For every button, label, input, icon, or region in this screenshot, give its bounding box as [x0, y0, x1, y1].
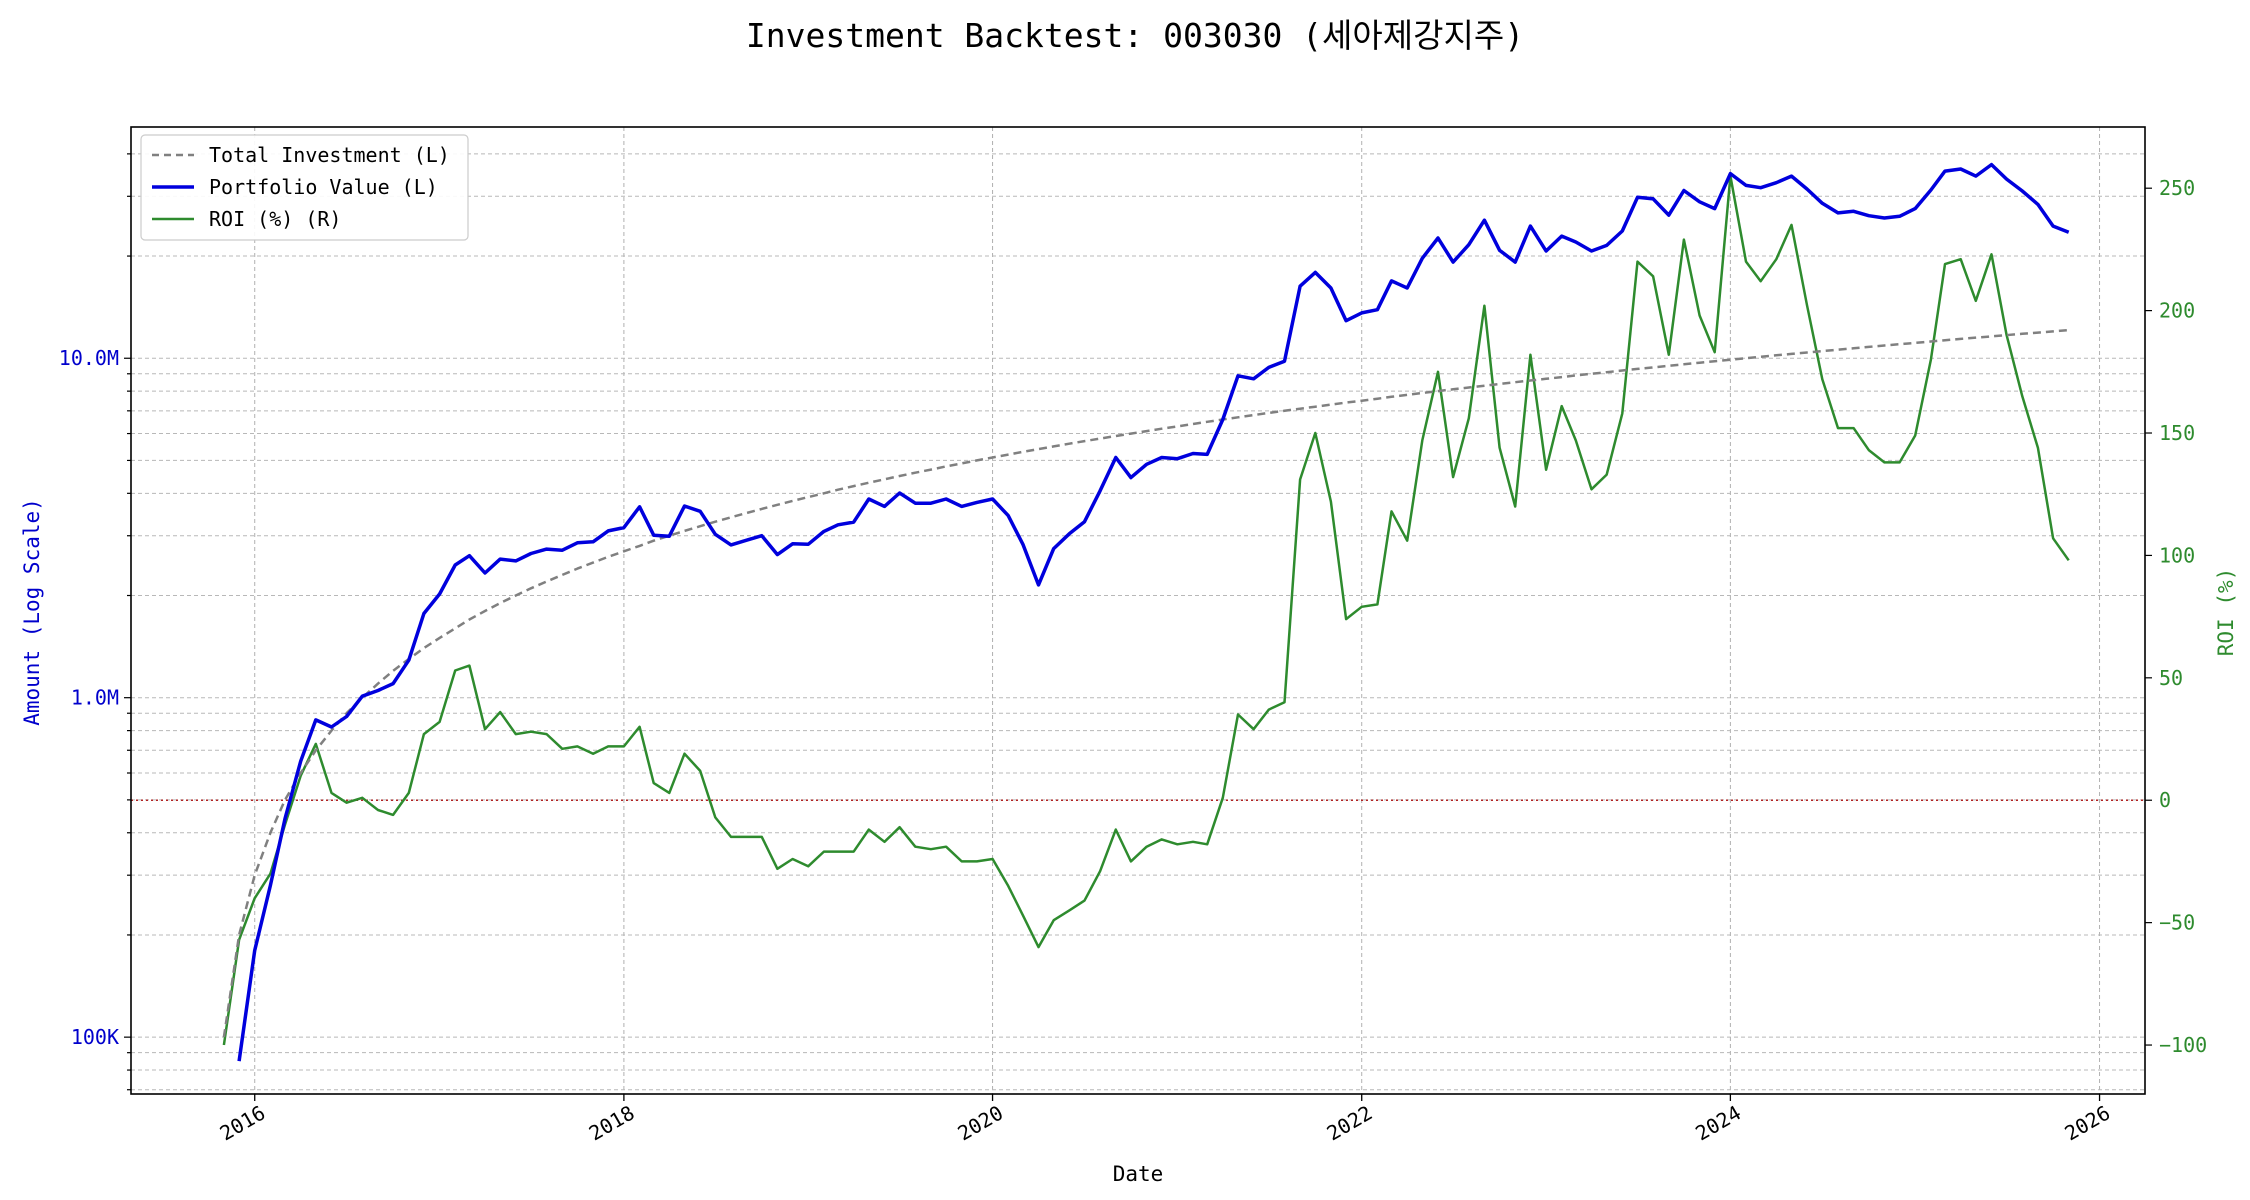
right-tick-label: 50 [2159, 666, 2183, 690]
legend: Total Investment (L) Portfolio Value (L)… [140, 134, 469, 241]
x-tick-label: 2020 [953, 1101, 1007, 1146]
right-tick-label: 200 [2159, 299, 2195, 323]
right-axis-ticks: −100 −50 0 50 100 150 200 250 [2145, 176, 2207, 1057]
grid-lines [131, 127, 2145, 1094]
x-axis-ticks: 2016 2018 2020 2022 2024 2026 [216, 1094, 2114, 1146]
plot-frame [130, 126, 2146, 1095]
right-tick-label: 250 [2159, 176, 2195, 200]
portfolio-value-line [237, 162, 2070, 1062]
legend-label-portfolio-value: Portfolio Value (L) [209, 175, 438, 199]
right-tick-label: 150 [2159, 421, 2195, 445]
left-tick-label: 100K [71, 1025, 119, 1049]
total-investment-line [222, 328, 2069, 1038]
chart-title: Investment Backtest: 003030 (세아제강지주) [746, 16, 1524, 55]
x-tick-label: 2022 [1323, 1101, 1377, 1146]
right-tick-label: −50 [2159, 911, 2195, 935]
legend-label-roi: ROI (%) (R) [209, 207, 341, 231]
right-tick-label: −100 [2159, 1033, 2207, 1057]
x-tick-label: 2016 [216, 1101, 270, 1146]
roi-line [222, 174, 2070, 1046]
right-tick-label: 100 [2159, 543, 2195, 567]
right-tick-label: 0 [2159, 788, 2171, 812]
left-axis-label: Amount (Log Scale) [20, 498, 44, 726]
x-tick-label: 2018 [585, 1101, 639, 1146]
series-lines [222, 162, 2070, 1062]
x-tick-label: 2026 [2060, 1101, 2114, 1146]
left-tick-label: 10.0M [59, 346, 119, 370]
left-axis-ticks: 100K 1.0M 10.0M [59, 153, 131, 1091]
x-tick-label: 2024 [1691, 1101, 1745, 1146]
legend-label-total-investment: Total Investment (L) [209, 143, 450, 167]
x-axis-label: Date [1113, 1162, 1164, 1186]
left-tick-label: 1.0M [71, 686, 119, 710]
right-axis-label: ROI (%) [2214, 568, 2238, 657]
legend-box [140, 134, 469, 241]
